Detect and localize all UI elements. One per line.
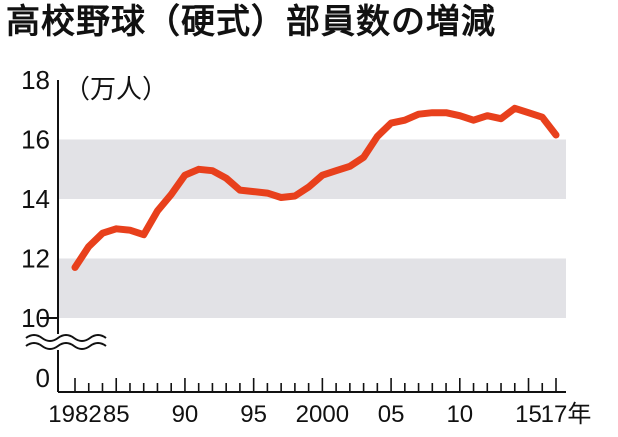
series-line-0 xyxy=(71,104,560,271)
x-tick-label-15: 15 xyxy=(515,401,542,428)
axis-break-wave-bottom xyxy=(25,342,107,350)
x-tick-label-90: 90 xyxy=(172,401,199,428)
y-tick-labels: 18 16 14 12 10 0 xyxy=(21,65,50,393)
y-tick-label-18: 18 xyxy=(21,65,50,95)
axis-break-mark xyxy=(24,334,107,350)
y-tick-label-16: 16 xyxy=(21,125,50,155)
y-tick-label-10: 10 xyxy=(21,303,50,333)
band-0 xyxy=(58,258,566,318)
axis-break-wave-top xyxy=(25,334,107,342)
x-tick-label-85: 85 xyxy=(103,401,130,428)
x-tick-label-05: 05 xyxy=(378,401,405,428)
chart-title: 高校野球（硬式）部員数の増減 xyxy=(6,2,496,42)
y-tick-label-14: 14 xyxy=(21,184,50,214)
axes xyxy=(40,80,566,393)
series-group xyxy=(71,104,560,271)
background-bands xyxy=(58,139,566,318)
x-tick-label-2000: 2000 xyxy=(296,401,349,428)
y-tick-label-0: 0 xyxy=(36,363,50,393)
y-tick-label-12: 12 xyxy=(21,244,50,274)
y-unit-label: （万人） xyxy=(64,75,168,105)
x-tick-label-10: 10 xyxy=(446,401,473,428)
x-unit-suffix: 年 xyxy=(567,401,591,428)
band-1 xyxy=(58,139,566,199)
x-tick-label-1982: 1982 xyxy=(48,401,101,428)
x-tick-label-17: 17年 xyxy=(541,401,592,428)
x-tick-label-95: 95 xyxy=(240,401,267,428)
x-tick-label-value: 17 xyxy=(541,401,568,428)
